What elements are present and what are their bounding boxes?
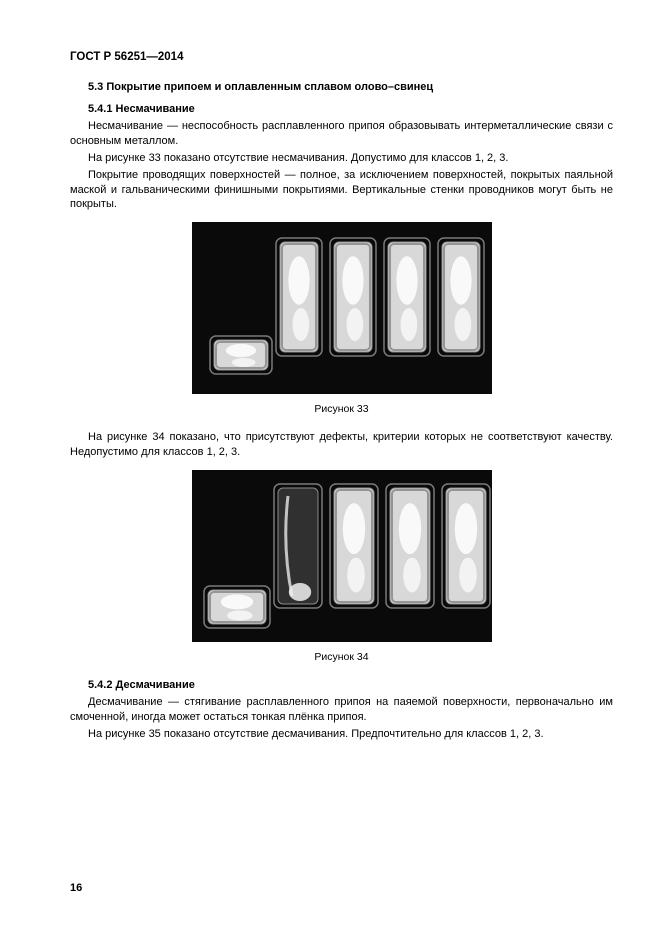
paragraph-2: На рисунке 33 показано отсутствие несмач… xyxy=(70,151,613,166)
document-id: ГОСТ Р 56251—2014 xyxy=(70,50,613,66)
paragraph-6: На рисунке 35 показано отсутствие десмач… xyxy=(70,727,613,742)
section-5-4-2-number: 5.4.2 Десмачивание xyxy=(88,679,195,691)
paragraph-3: Покрытие проводящих поверхностей — полно… xyxy=(70,168,613,213)
section-5-4-2-heading-line: 5.4.2 Десмачивание xyxy=(70,678,613,693)
section-5-3-heading: 5.3 Покрытие припоем и оплавленным сплав… xyxy=(88,80,613,95)
paragraph-5: Десмачивание — стягивание расплавленного… xyxy=(70,695,613,725)
section-5-4-1-heading-line: 5.4.1 Несмачивание xyxy=(70,102,613,117)
figure-33 xyxy=(70,222,613,394)
figure-34-image xyxy=(192,470,492,642)
page: ГОСТ Р 56251—2014 5.3 Покрытие припоем и… xyxy=(0,0,661,936)
figure-33-caption: Рисунок 33 xyxy=(70,402,613,416)
section-5-4-1-number: 5.4.1 Несмачивание xyxy=(88,103,195,115)
paragraph-1: Несмачивание — неспособность расплавленн… xyxy=(70,119,613,149)
figure-34 xyxy=(70,470,613,642)
paragraph-4: На рисунке 34 показано, что присутствуют… xyxy=(70,430,613,460)
figure-33-image xyxy=(192,222,492,394)
figure-34-caption: Рисунок 34 xyxy=(70,650,613,664)
page-number: 16 xyxy=(70,881,82,896)
